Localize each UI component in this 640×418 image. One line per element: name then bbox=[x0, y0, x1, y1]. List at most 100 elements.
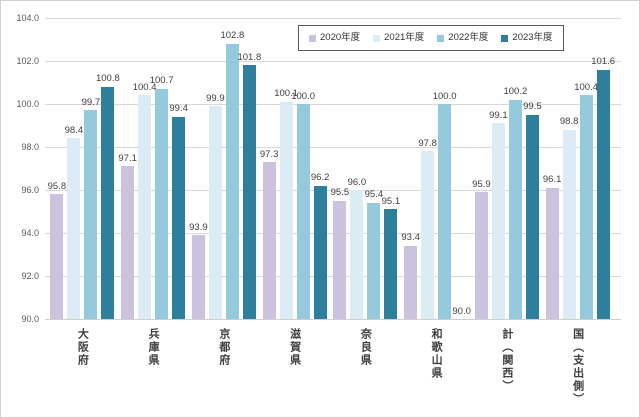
bar-value-label: 93.9 bbox=[189, 221, 208, 233]
legend-swatch-icon bbox=[437, 34, 445, 42]
bar-group: 96.1 98.8 100.4 101.6 bbox=[542, 18, 615, 319]
legend-label: 2022年度 bbox=[448, 32, 489, 44]
legend-item-2022年度: 2022年度 bbox=[437, 33, 488, 43]
category-label: 滋賀県 bbox=[288, 328, 301, 367]
x-cell: 国（支出側） bbox=[542, 328, 613, 406]
y-tick-label: 102.0 bbox=[16, 55, 39, 66]
category-label: 国（支出側） bbox=[571, 328, 584, 406]
bar-group: 95.9 99.1 100.2 99.5 bbox=[472, 18, 543, 319]
bar-value-label: 101.6 bbox=[591, 56, 616, 68]
x-cell: 滋賀県 bbox=[259, 328, 330, 406]
gridline bbox=[45, 319, 621, 320]
legend-item-2020年度: 2020年度 bbox=[309, 33, 360, 43]
y-tick-label: 90.0 bbox=[21, 313, 39, 324]
bar-2021年度-京都府: 99.9 bbox=[206, 94, 225, 319]
bar-value-label: 100.4 bbox=[132, 81, 157, 93]
bar-value-label: 99.1 bbox=[489, 109, 508, 121]
gridline bbox=[45, 276, 621, 277]
gridline bbox=[45, 18, 621, 19]
bar-2021年度-国（支出側）: 98.8 bbox=[560, 117, 578, 319]
category-label: 京都府 bbox=[217, 328, 230, 367]
bar-2022年度-和歌山県: 100.0 bbox=[433, 91, 457, 319]
gridline bbox=[45, 147, 621, 148]
legend-swatch-icon bbox=[373, 34, 381, 42]
legend-label: 2021年度 bbox=[384, 32, 425, 44]
bar-group: 93.4 97.8 100.0 90.0 bbox=[401, 18, 472, 319]
x-cell: 京都府 bbox=[189, 328, 260, 406]
bar-2023年度-計（関西）: 99.5 bbox=[523, 102, 542, 319]
legend: 2020年度 2021年度 2022年度 2023年度 bbox=[298, 25, 564, 51]
bar-2022年度-滋賀県: 100.0 bbox=[291, 91, 315, 319]
bar-group: 95.8 98.4 99.7 100.8 bbox=[47, 18, 120, 319]
bar-value-label: 90.0 bbox=[452, 305, 471, 317]
x-cell: 奈良県 bbox=[330, 328, 401, 406]
bar-2022年度-京都府: 102.8 bbox=[220, 31, 244, 319]
bar-2021年度-奈良県: 96.0 bbox=[348, 177, 366, 319]
bar-2020年度-計（関西）: 95.9 bbox=[472, 180, 491, 319]
plot-area: 95.8 98.4 99.7 100.8 97.1 100.4 100.7 99.4 93.9 9… bbox=[45, 18, 621, 320]
bar-2023年度-滋賀県: 96.2 bbox=[311, 173, 329, 319]
y-tick-label: 100.0 bbox=[16, 98, 39, 109]
bar-2021年度-滋賀県: 100.1 bbox=[274, 89, 298, 319]
y-tick-label: 98.0 bbox=[21, 141, 39, 152]
bar-value-label: 100.0 bbox=[432, 90, 457, 102]
bar-value-label: 95.5 bbox=[330, 187, 350, 199]
y-tick-label: 96.0 bbox=[21, 184, 39, 195]
category-label: 兵庫県 bbox=[147, 328, 160, 367]
bar-group: 97.1 100.4 100.7 99.4 bbox=[118, 18, 189, 319]
bar-value-label: 98.4 bbox=[64, 124, 84, 136]
bar-2021年度-計（関西）: 99.1 bbox=[489, 111, 508, 319]
bar-2023年度-大阪府: 100.8 bbox=[96, 74, 120, 319]
legend-item-2023年度: 2023年度 bbox=[501, 32, 553, 44]
bar-value-label: 99.9 bbox=[206, 92, 225, 104]
bar-value-label: 95.4 bbox=[364, 189, 384, 201]
category-label: 計（関西） bbox=[500, 328, 513, 393]
bar-2022年度-奈良県: 95.4 bbox=[365, 190, 383, 319]
bar-group: 97.3 100.1 100.0 96.2 bbox=[259, 18, 330, 319]
bar-group: 93.9 99.9 102.8 101.8 bbox=[189, 18, 261, 319]
bar-value-label: 96.2 bbox=[310, 172, 330, 184]
category-label: 和歌山県 bbox=[430, 328, 443, 380]
x-cell: 兵庫県 bbox=[118, 328, 189, 406]
bar-2022年度-大阪府: 99.7 bbox=[82, 98, 100, 319]
x-cell: 計（関西） bbox=[472, 328, 543, 406]
bar-2020年度-和歌山県: 93.4 bbox=[401, 233, 420, 319]
bar-value-label: 101.8 bbox=[237, 51, 262, 63]
bar-value-label: 100.4 bbox=[574, 81, 599, 93]
bar-value-label: 97.1 bbox=[118, 152, 137, 164]
bar-2020年度-大阪府: 95.8 bbox=[48, 182, 66, 319]
bar-2023年度-京都府: 101.8 bbox=[237, 53, 261, 319]
gridline bbox=[45, 104, 621, 105]
bar-value-label: 100.7 bbox=[149, 75, 174, 87]
bar-value-label: 95.8 bbox=[47, 180, 67, 192]
bar-value-label: 100.1 bbox=[274, 88, 299, 100]
bar-2020年度-奈良県: 95.5 bbox=[331, 188, 349, 319]
y-tick-label: 94.0 bbox=[21, 227, 39, 238]
bar-value-label: 98.8 bbox=[559, 116, 579, 128]
y-axis: 104.0 102.0 100.0 98.0 96.0 94.0 92.0 90.0 bbox=[1, 1, 41, 417]
bar-2023年度-兵庫県: 99.4 bbox=[169, 104, 188, 319]
bar-2020年度-兵庫県: 97.1 bbox=[118, 154, 137, 319]
bar-2021年度-兵庫県: 100.4 bbox=[133, 83, 157, 319]
bar-value-label: 95.9 bbox=[472, 178, 491, 190]
x-axis: 大阪府 兵庫県 京都府 滋賀県 奈良県 和歌山県 計（関西） 国（支出側） bbox=[47, 328, 613, 406]
bar-value-label: 100.0 bbox=[291, 90, 316, 102]
bar-2023年度-国（支出側）: 101.6 bbox=[591, 57, 615, 319]
bar-value-label: 93.4 bbox=[401, 232, 420, 244]
bar-value-label: 99.4 bbox=[169, 103, 188, 115]
legend-item-2021年度: 2021年度 bbox=[373, 33, 424, 43]
x-cell: 大阪府 bbox=[47, 328, 118, 406]
bar-2020年度-京都府: 93.9 bbox=[189, 223, 208, 319]
legend-swatch-icon bbox=[309, 34, 316, 42]
bar-2022年度-計（関西）: 100.2 bbox=[503, 87, 527, 319]
bar-2023年度-奈良県: 95.1 bbox=[382, 197, 400, 319]
bar-value-label: 97.8 bbox=[418, 137, 437, 149]
bar-value-label: 100.8 bbox=[95, 73, 120, 85]
bar-value-label: 96.1 bbox=[542, 174, 562, 186]
legend-label: 2023年度 bbox=[512, 32, 553, 44]
bar-2021年度-大阪府: 98.4 bbox=[65, 126, 83, 319]
category-label: 奈良県 bbox=[359, 328, 372, 367]
bar-value-label: 100.2 bbox=[503, 86, 528, 98]
bar-value-label: 95.1 bbox=[381, 195, 401, 207]
bar-2020年度-滋賀県: 97.3 bbox=[260, 150, 278, 319]
